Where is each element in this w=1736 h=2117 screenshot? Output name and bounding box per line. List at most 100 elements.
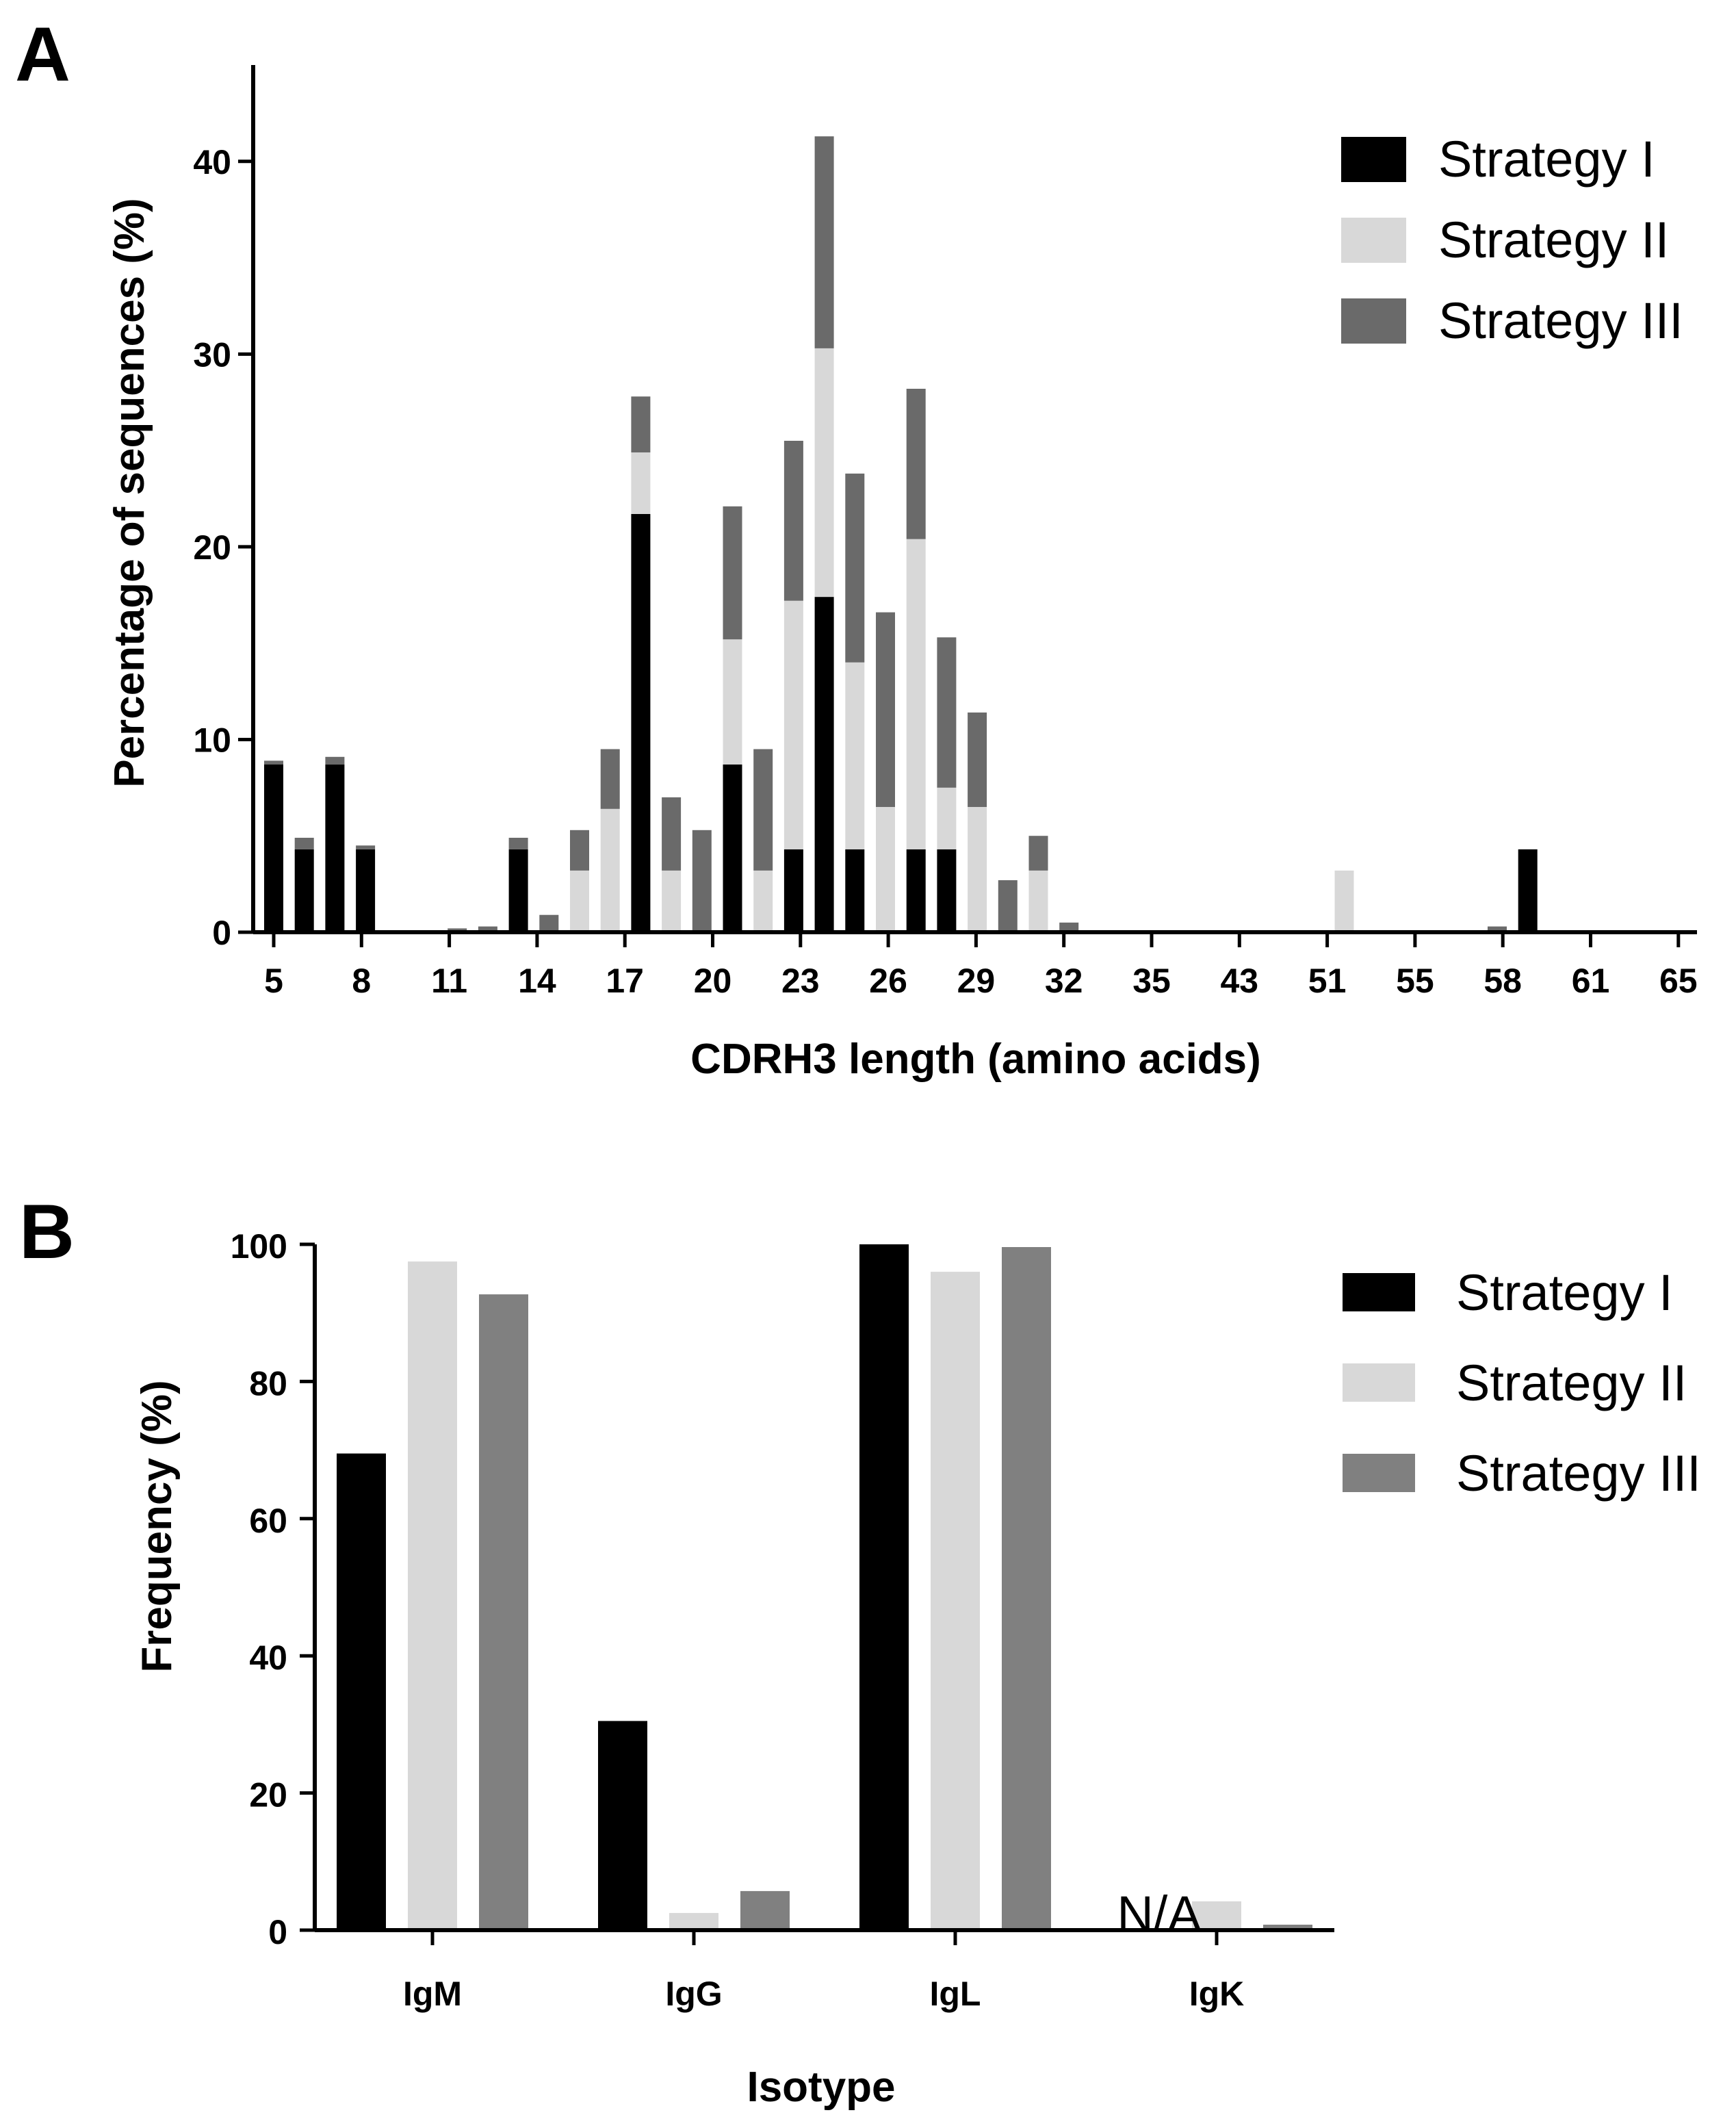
bar-strategy-iii-len-26 — [906, 389, 926, 539]
x-tick-label-14: 14 — [518, 962, 556, 1000]
bar-strategy-ii-len-53 — [1334, 870, 1354, 932]
bar-strategy-ii-len-28 — [968, 807, 987, 932]
x-tick-label-23: 23 — [781, 962, 820, 1000]
bar-strategy-iii-igm — [479, 1294, 528, 1930]
bar-strategy-ii-len-25 — [876, 807, 895, 932]
bar-strategy-iii-len-5 — [264, 760, 283, 765]
bar-strategy-iii-len-13 — [508, 838, 528, 849]
panel-a-y-axis-title: Percentage of sequences (%) — [106, 198, 153, 787]
legend-label-strategy-i: Strategy I — [1456, 1264, 1673, 1321]
bar-strategy-i-len-22 — [783, 849, 803, 932]
x-tick-label-11: 11 — [431, 962, 467, 1000]
bar-strategy-iii-len-19 — [692, 830, 712, 932]
legend-swatch-strategy-i — [1341, 137, 1406, 182]
bar-strategy-i-len-6 — [294, 849, 314, 932]
x-tick-label-20: 20 — [694, 962, 732, 1000]
bar-strategy-iii-len-22 — [783, 441, 803, 601]
bar-strategy-ii-igm — [408, 1261, 457, 1930]
x-tick-label-8: 8 — [352, 962, 371, 1000]
bar-strategy-i-igl — [859, 1244, 909, 1930]
panel-a-bars — [264, 136, 1538, 932]
x-tick-label-55: 55 — [1396, 962, 1434, 1000]
bar-strategy-i-len-7 — [325, 765, 345, 932]
bar-strategy-iii-igg — [740, 1890, 790, 1930]
y-tick-label-80: 80 — [249, 1364, 287, 1402]
bar-strategy-iii-len-31 — [1059, 922, 1079, 932]
y-tick-label-0: 0 — [268, 1913, 287, 1951]
bar-strategy-iii-len-11 — [448, 928, 467, 931]
bar-strategy-iii-igk — [1263, 1925, 1312, 1930]
bar-strategy-iii-len-61 — [1488, 926, 1507, 932]
legend-swatch-strategy-iii — [1343, 1454, 1415, 1492]
bar-strategy-iii-len-30 — [1028, 836, 1048, 871]
panel-b-y-axis-title: Frequency (%) — [133, 1380, 181, 1672]
bar-strategy-iii-igl — [1002, 1247, 1051, 1930]
panel-b: B N/A 0 20 40 60 80 100 IgM IgG IgL IgK Strategy … — [19, 1189, 1701, 2111]
bar-strategy-i-len-23 — [814, 597, 834, 932]
bar-strategy-i-len-26 — [906, 849, 926, 932]
bar-strategy-iii-len-27 — [937, 637, 957, 788]
legend-swatch-strategy-i — [1343, 1273, 1415, 1311]
x-tick-label-35: 35 — [1132, 962, 1171, 1000]
annotation-n-a-igk: N/A — [1117, 1886, 1202, 1942]
bar-strategy-iii-len-17 — [631, 396, 651, 452]
bar-strategy-iii-len-12 — [478, 926, 497, 932]
bar-strategy-iii-len-14 — [539, 914, 559, 932]
y-tick-label-20: 20 — [193, 528, 231, 567]
y-tick-label-60: 60 — [249, 1502, 287, 1540]
bar-strategy-ii-len-23 — [814, 348, 834, 598]
bar-strategy-iii-len-15 — [570, 830, 589, 871]
x-tick-label-29: 29 — [957, 962, 996, 1000]
bar-strategy-i-len-20 — [723, 765, 742, 932]
bar-strategy-iii-len-24 — [845, 473, 865, 663]
bar-strategy-ii-igl — [931, 1272, 980, 1930]
bar-strategy-iii-len-18 — [662, 797, 682, 871]
bar-strategy-ii-igk — [1192, 1901, 1241, 1930]
y-tick-label-40: 40 — [193, 143, 231, 181]
bar-strategy-ii-len-16 — [600, 808, 620, 932]
x-tick-label-igk: IgK — [1189, 1975, 1245, 2013]
panel-a-legend: Strategy I Strategy II Strategy III — [1341, 131, 1683, 349]
x-tick-label-igl: IgL — [930, 1975, 981, 2013]
legend-swatch-strategy-iii — [1341, 298, 1406, 344]
bar-strategy-iii-len-21 — [753, 749, 773, 871]
y-tick-label-30: 30 — [193, 335, 231, 374]
x-tick-label-26: 26 — [869, 962, 907, 1000]
bar-strategy-ii-len-15 — [570, 870, 589, 932]
y-tick-label-20: 20 — [249, 1776, 287, 1814]
bar-strategy-iii-len-8 — [356, 845, 376, 849]
bar-strategy-iii-len-7 — [325, 756, 345, 765]
bar-strategy-i-len-27 — [937, 849, 957, 932]
bar-strategy-i-len-24 — [845, 849, 865, 932]
bar-strategy-ii-len-18 — [662, 870, 682, 932]
panel-a-letter: A — [15, 12, 70, 97]
y-tick-label-100: 100 — [231, 1227, 287, 1266]
panel-b-legend: Strategy I Strategy II Strategy III — [1343, 1264, 1701, 1502]
bar-strategy-ii-len-30 — [1028, 870, 1048, 932]
x-tick-label-17: 17 — [606, 962, 644, 1000]
y-tick-label-10: 10 — [193, 721, 231, 759]
bar-strategy-iii-len-20 — [723, 506, 742, 640]
x-tick-label-51: 51 — [1308, 962, 1347, 1000]
panel-b-bars: N/A — [337, 1244, 1312, 1942]
bar-strategy-iii-len-6 — [294, 838, 314, 849]
legend-swatch-strategy-ii — [1341, 218, 1406, 263]
bar-strategy-ii-len-17 — [631, 452, 651, 514]
x-tick-label-32: 32 — [1045, 962, 1083, 1000]
bar-strategy-i-igm — [337, 1453, 386, 1930]
x-tick-label-58: 58 — [1484, 962, 1522, 1000]
bar-strategy-iii-len-29 — [998, 880, 1018, 932]
y-tick-label-0: 0 — [212, 914, 231, 952]
y-tick-label-40: 40 — [249, 1639, 287, 1677]
bar-strategy-ii-igg — [669, 1912, 718, 1930]
bar-strategy-ii-len-20 — [723, 639, 742, 765]
bar-strategy-ii-len-22 — [783, 600, 803, 849]
x-tick-label-43: 43 — [1220, 962, 1258, 1000]
bar-strategy-i-igg — [598, 1721, 647, 1930]
bar-strategy-ii-len-21 — [753, 870, 773, 932]
bar-strategy-iii-len-28 — [968, 713, 987, 807]
bar-strategy-i-len-64 — [1518, 849, 1538, 932]
panel-b-x-axis-title: Isotype — [747, 2064, 895, 2111]
